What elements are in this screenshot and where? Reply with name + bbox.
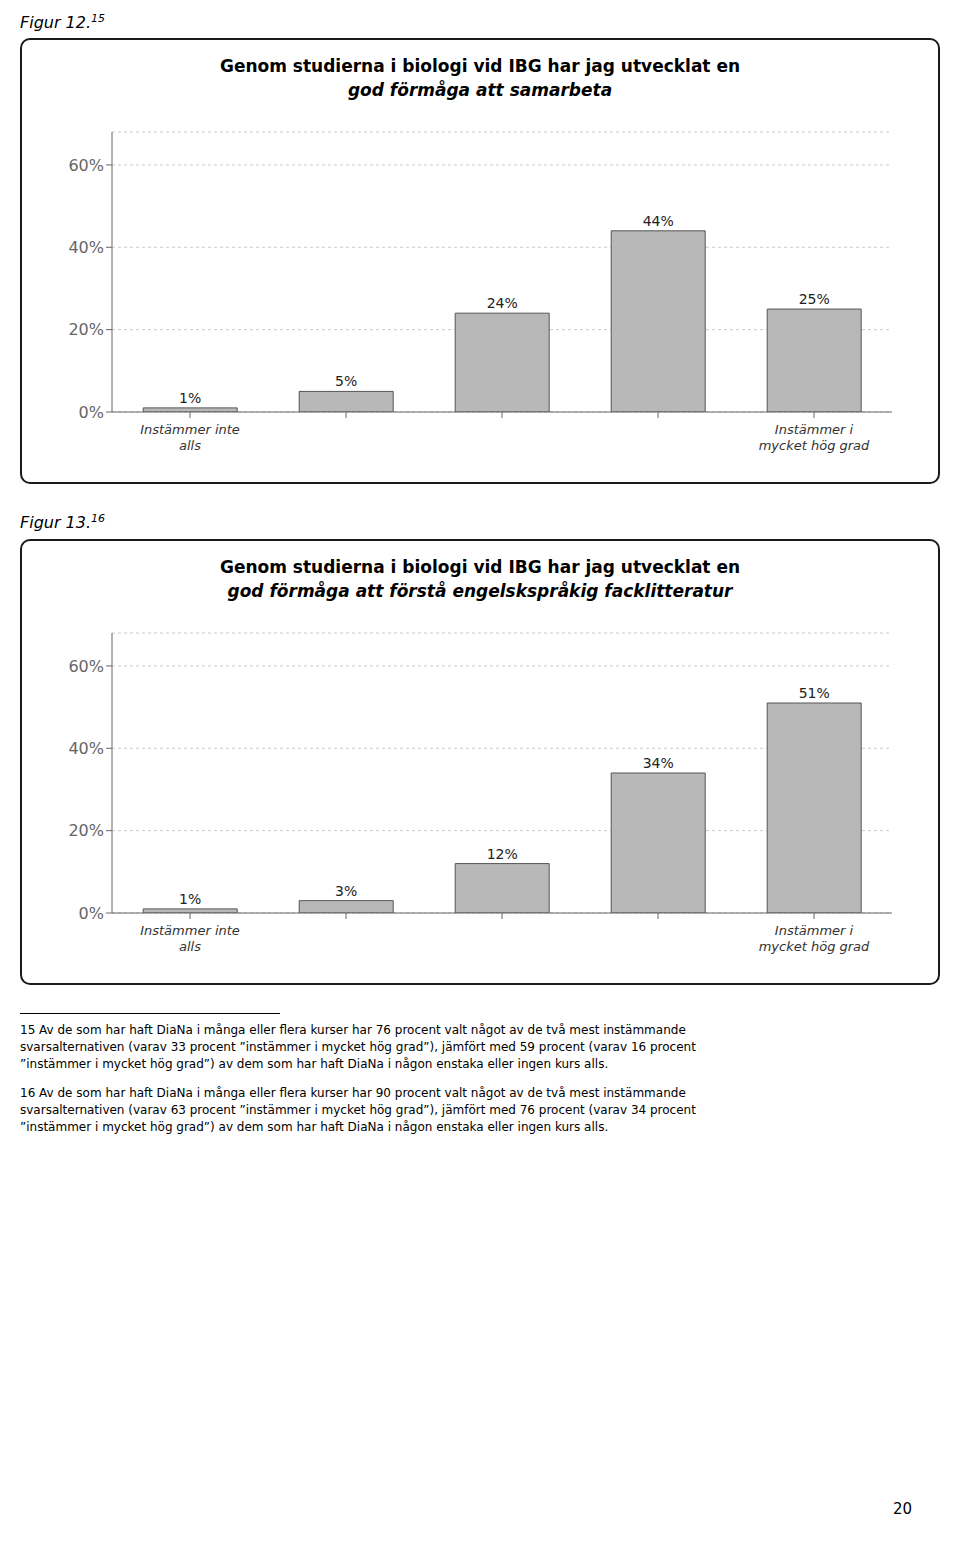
svg-text:24%: 24% [487,296,518,312]
svg-text:Instämmer intealls: Instämmer intealls [140,923,240,954]
svg-text:25%: 25% [799,291,830,307]
svg-text:20%: 20% [68,821,104,840]
svg-text:51%: 51% [799,685,830,701]
svg-text:20%: 20% [68,321,104,340]
svg-text:0%: 0% [79,403,104,422]
svg-text:40%: 40% [68,238,104,257]
svg-text:5%: 5% [335,374,357,390]
svg-text:Instämmer imycket hög grad: Instämmer imycket hög grad [759,923,870,954]
svg-text:60%: 60% [68,156,104,175]
svg-text:Instämmer intealls: Instämmer intealls [140,422,240,453]
svg-text:60%: 60% [68,656,104,675]
svg-text:12%: 12% [487,845,518,861]
svg-text:3%: 3% [335,882,357,898]
svg-text:34%: 34% [643,755,674,771]
html-text:Genom studierna i biologi vid: Genom studierna i biologi vid IBG har ja… [219,56,740,77]
html-text:16 Av de som har haft DiaNa i: 16 Av de som har haft DiaNa i många elle… [20,1085,696,1134]
html-text:20: 20 [892,1500,912,1518]
svg-text:40%: 40% [68,739,104,758]
svg-text:1%: 1% [179,390,201,406]
html-text:Figur 12.15: Figur 12.15 [20,12,106,33]
html-text:Genom studierna i biologi vid: Genom studierna i biologi vid IBG har ja… [219,556,740,577]
html-text:15 Av de som har haft DiaNa i: 15 Av de som har haft DiaNa i många elle… [20,1022,696,1071]
svg-text:Instämmer imycket hög grad: Instämmer imycket hög grad [759,422,870,453]
svg-text:44%: 44% [643,213,674,229]
html-text:god förmåga att förstå engelsk: god förmåga att förstå engelskspråkig fa… [227,580,733,601]
svg-text:0%: 0% [79,903,104,922]
html-text:Figur 13.16: Figur 13.16 [20,512,106,533]
html-text:god förmåga att samarbeta: god förmåga att samarbeta [347,80,613,101]
svg-text:1%: 1% [179,891,201,907]
